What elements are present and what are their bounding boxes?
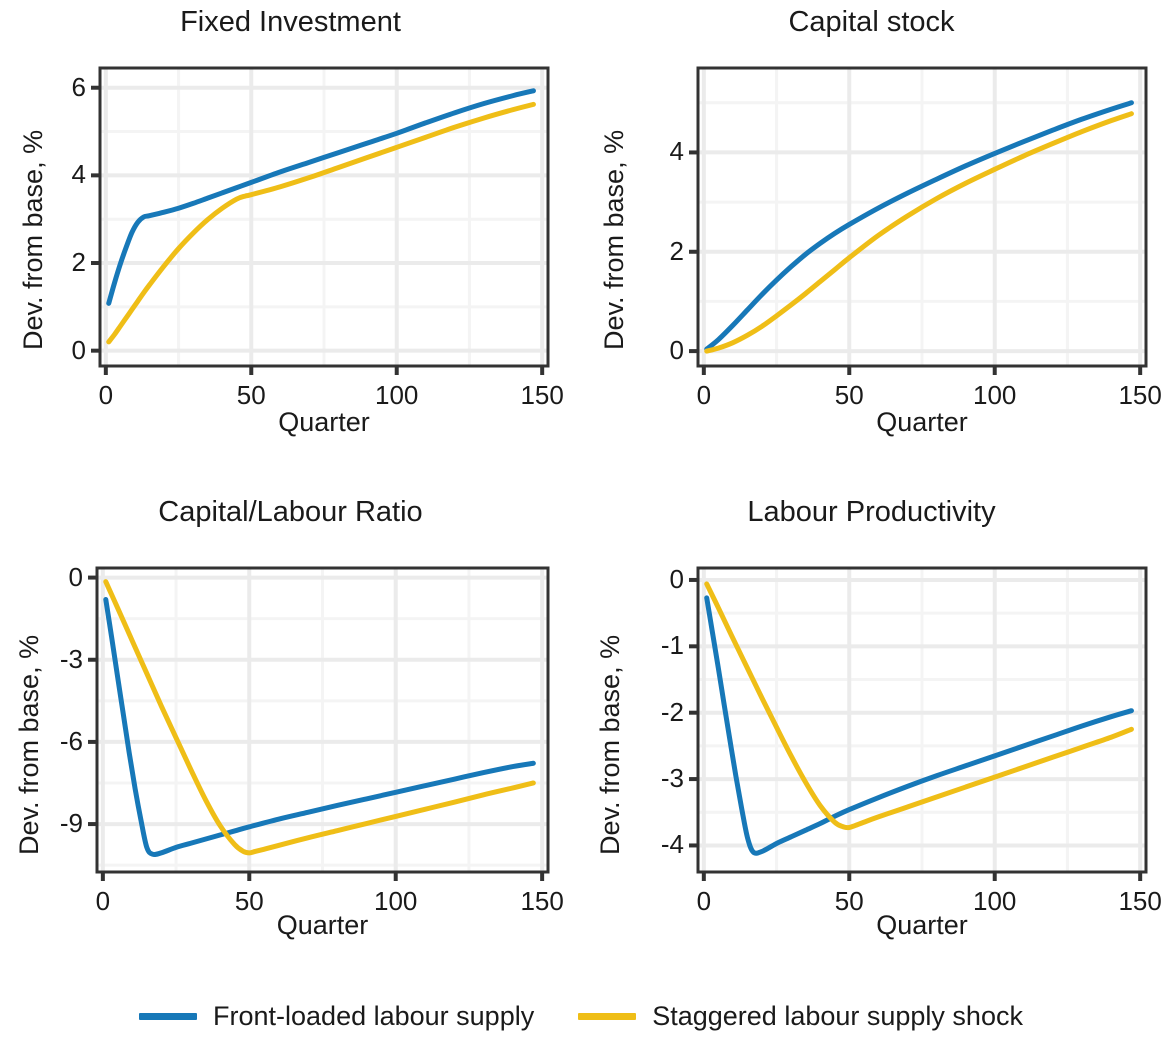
x-tick-label: 0 (696, 380, 712, 410)
x-axis-label: Quarter (276, 910, 369, 940)
x-axis-label: Quarter (278, 407, 370, 437)
x-tick-label: 100 (374, 886, 418, 916)
panel-title: Capital/Labour Ratio (158, 496, 423, 528)
y-tick-label: 0 (71, 334, 86, 365)
legend-item-label: Staggered labour supply shock (652, 1000, 1023, 1031)
chart-legend: Front-loaded labour supply Staggered lab… (0, 995, 1162, 1037)
y-tick-label: 0 (68, 561, 83, 592)
x-tick-label: 100 (973, 380, 1017, 410)
x-axis-label: Quarter (876, 910, 968, 940)
x-tick-label: 50 (234, 886, 264, 916)
y-tick-label: 4 (71, 159, 86, 190)
y-tick-label: 2 (669, 235, 684, 266)
x-tick-label: 150 (1118, 886, 1162, 916)
plot-area (689, 566, 1148, 881)
panel-title: Fixed Investment (180, 6, 401, 38)
y-tick-label: -3 (660, 763, 684, 794)
y-tick-label: -3 (59, 643, 83, 674)
x-tick-label: 50 (834, 380, 864, 410)
y-tick-label: -1 (660, 630, 684, 661)
x-tick-label: 100 (973, 886, 1017, 916)
panel-title: Labour Productivity (747, 496, 996, 528)
y-tick-label: -4 (660, 829, 684, 860)
x-tick-label: 150 (520, 886, 564, 916)
x-tick-label: 50 (834, 886, 864, 916)
legend-item-front-loaded[interactable]: Front-loaded labour supply (139, 1001, 534, 1032)
y-tick-label: -9 (59, 808, 83, 839)
y-tick-label: -2 (660, 696, 684, 727)
y-tick-label: 2 (71, 247, 86, 277)
plot-area (689, 66, 1148, 375)
y-tick-label: 0 (669, 563, 684, 594)
panel-title: Capital stock (788, 6, 955, 38)
x-tick-label: 0 (95, 886, 111, 916)
x-tick-label: 150 (520, 380, 564, 410)
panel-capital-labour-ratio: Capital/Labour Ratio Dev. from base, % Q… (0, 490, 581, 995)
plot-area (88, 566, 550, 881)
legend-line-swatch-icon (139, 1012, 198, 1020)
legend-item-label: Front-loaded labour supply (213, 1000, 535, 1031)
x-tick-label: 150 (1118, 380, 1162, 410)
x-tick-label: 50 (236, 380, 266, 410)
legend-line-swatch-icon (578, 1012, 637, 1020)
x-tick-label: 0 (696, 886, 712, 916)
x-axis-label: Quarter (876, 407, 968, 437)
panel-labour-productivity: Labour Productivity Dev. from base, % Qu… (581, 490, 1162, 995)
y-tick-label: 4 (669, 136, 684, 167)
y-tick-label: -6 (59, 725, 83, 756)
y-tick-label: 6 (71, 71, 86, 102)
y-tick-label: 0 (669, 335, 684, 366)
plot-area (91, 66, 550, 375)
x-tick-label: 0 (98, 380, 114, 410)
panel-capital-stock: Capital stock Dev. from base, % Quarter … (581, 0, 1162, 490)
legend-item-staggered[interactable]: Staggered labour supply shock (578, 1001, 1023, 1032)
panel-fixed-investment: Fixed Investment Dev. from base, % Quart… (0, 0, 581, 490)
x-tick-label: 100 (375, 380, 419, 410)
